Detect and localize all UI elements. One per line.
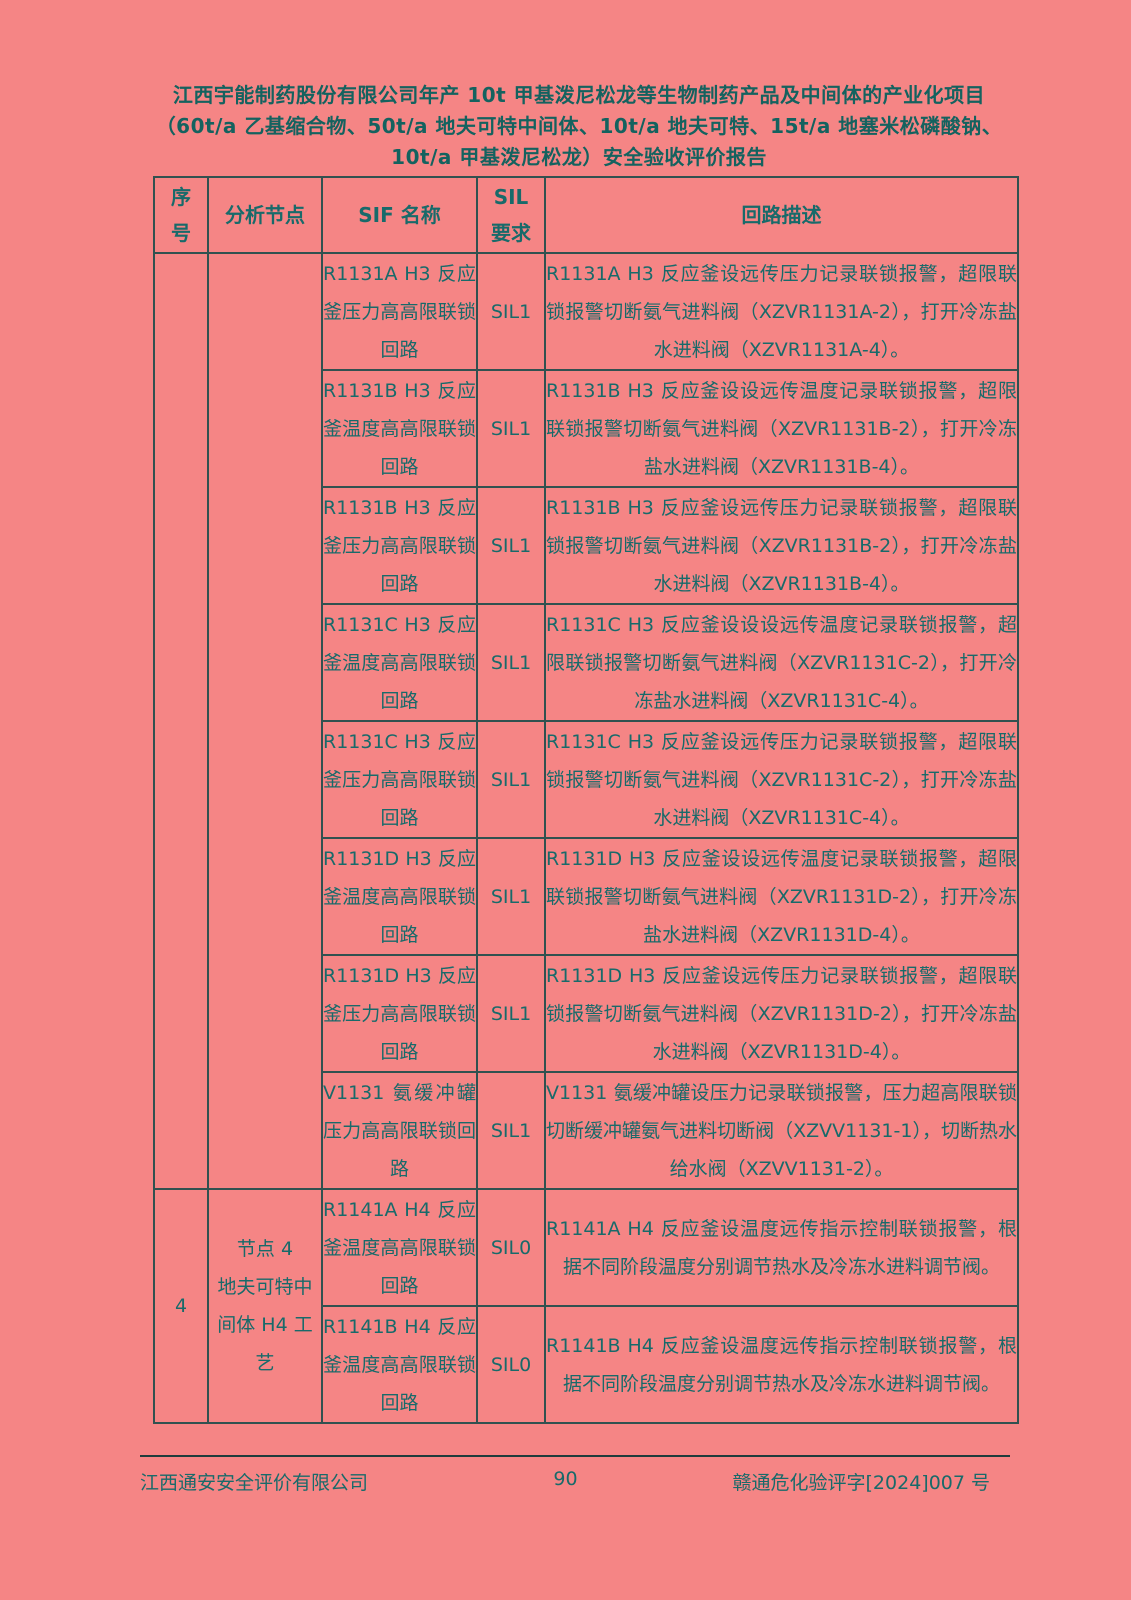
loop-description-cell: R1141A H4 反应釜设温度远传指示控制联锁报警，根据不同阶段温度分别调节热… [544,1188,1019,1307]
loop-description-cell: R1131D H3 反应釜设远传压力记录联锁报警，超限联锁报警切断氨气进料阀（X… [544,954,1019,1073]
loop-description-cell: R1131B H3 反应釜设设远传温度记录联锁报警，超限联锁报警切断氨气进料阀（… [544,369,1019,488]
table-row: R1131A H3 反应釜压力高高限联锁回路 SIL1 R1131A H3 反应… [153,252,1019,1190]
node-label: 节点 4 [236,1238,294,1260]
header-sif-name: SIF 名称 [321,176,478,254]
footer-doc-number: 赣通危化验评字[2024]007 号 [732,1472,990,1494]
sil-cell: SIL1 [476,369,546,488]
table-row: R1131B H3 反应釜压力高高限联锁回路 SIL1 R1131B H3 反应… [154,486,1019,605]
sil-cell: SIL1 [476,486,546,605]
sil-cell: SIL1 [476,603,546,722]
loop-description-cell: R1131A H3 反应釜设远传压力记录联锁报警，超限联锁报警切断氨气进料阀（X… [544,252,1019,371]
footer-divider [140,1455,1010,1457]
sif-name-cell: R1131C H3 反应釜温度高高限联锁回路 [321,603,478,722]
loop-description-cell: R1131C H3 反应釜设设设远传温度记录联锁报警，超限联锁报警切断氨气进料阀… [544,603,1019,722]
sif-name-cell: R1141B H4 反应釜温度高高限联锁回路 [321,1305,478,1424]
sil-cell: SIL1 [476,1071,546,1190]
table-row: V1131 氨缓冲罐压力高高限联锁回路 SIL1 V1131 氨缓冲罐设压力记录… [154,1071,1019,1190]
loop-description-cell: R1141B H4 反应釜设温度远传指示控制联锁报警，根据不同阶段温度分别调节热… [544,1305,1019,1424]
sif-name-cell: R1131B H3 反应釜压力高高限联锁回路 [321,486,478,605]
document-title: 江西宇能制药股份有限公司年产 10t 甲基泼尼松龙等生物制药产品及中间体的产业化… [155,83,1003,169]
seq-cell: 4 [153,1188,209,1424]
sif-analysis-table: 序号 分析节点 SIF 名称 SIL 要求 回路描述 R1131A H3 反应釜… [153,176,1019,1424]
sif-name-cell: V1131 氨缓冲罐压力高高限联锁回路 [321,1071,478,1190]
sil-cell: SIL1 [476,252,546,371]
sil-cell: SIL1 [476,720,546,839]
table-row: R1131D H3 反应釜温度高高限联锁回路 SIL1 R1131D H3 反应… [154,837,1019,956]
table-row: R1131B H3 反应釜温度高高限联锁回路 SIL1 R1131B H3 反应… [154,369,1019,488]
footer-page-number: 90 [553,1468,578,1490]
header-analysis-node: 分析节点 [207,176,323,254]
footer-company-name: 江西通安安全评价有限公司 [140,1472,369,1494]
sif-name-cell: R1131D H3 反应釜压力高高限联锁回路 [321,954,478,1073]
node-name: 地夫可特中间体 H4 工艺 [217,1276,313,1374]
table-row: R1131D H3 反应釜压力高高限联锁回路 SIL1 R1131D H3 反应… [154,954,1019,1073]
sif-name-cell: R1131B H3 反应釜温度高高限联锁回路 [321,369,478,488]
sif-name-cell: R1141A H4 反应釜温度高高限联锁回路 [321,1188,478,1307]
table-row: R1141B H4 反应釜温度高高限联锁回路 SIL0 R1141B H4 反应… [154,1305,1019,1424]
sif-name-cell: R1131D H3 反应釜温度高高限联锁回路 [321,837,478,956]
loop-description-cell: R1131C H3 反应釜设远传压力记录联锁报警，超限联锁报警切断氨气进料阀（X… [544,720,1019,839]
header-seq: 序号 [153,176,209,254]
sif-name-cell: R1131A H3 反应釜压力高高限联锁回路 [321,252,478,371]
loop-description-cell: R1131B H3 反应釜设远传压力记录联锁报警，超限联锁报警切断氨气进料阀（X… [544,486,1019,605]
header-sil-requirement: SIL 要求 [476,176,546,254]
sif-name-cell: R1131C H3 反应釜压力高高限联锁回路 [321,720,478,839]
sil-cell: SIL1 [476,954,546,1073]
table-row: R1131C H3 反应釜压力高高限联锁回路 SIL1 R1131C H3 反应… [154,720,1019,839]
loop-description-cell: R1131D H3 反应釜设设远传温度记录联锁报警，超限联锁报警切断氨气进料阀（… [544,837,1019,956]
sil-cell: SIL0 [476,1305,546,1424]
seq-cell-empty [153,252,209,1190]
loop-description-cell: V1131 氨缓冲罐设压力记录联锁报警，压力超高限联锁切断缓冲罐氨气进料切断阀（… [544,1071,1019,1190]
header-loop-description: 回路描述 [544,176,1019,254]
table-row: R1131C H3 反应釜温度高高限联锁回路 SIL1 R1131C H3 反应… [154,603,1019,722]
analysis-node-cell: 节点 4 地夫可特中间体 H4 工艺 [207,1188,323,1424]
sil-cell: SIL0 [476,1188,546,1307]
analysis-node-cell-empty [207,252,323,1190]
sil-cell: SIL1 [476,837,546,956]
page-content: 江西宇能制药股份有限公司年产 10t 甲基泼尼松龙等生物制药产品及中间体的产业化… [140,80,1019,1424]
table-header-row: 序号 分析节点 SIF 名称 SIL 要求 回路描述 [153,176,1019,254]
table-row: 4 节点 4 地夫可特中间体 H4 工艺 R1141A H4 反应釜温度高高限联… [153,1188,1019,1424]
